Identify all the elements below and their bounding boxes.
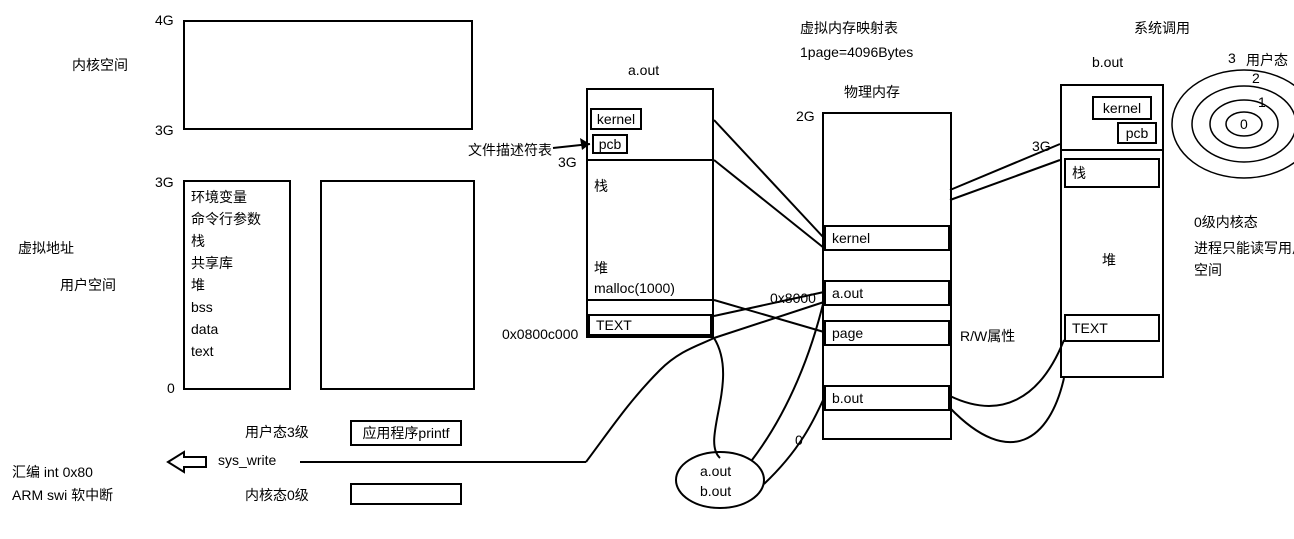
g3-userbox-label: 3G [155, 174, 174, 190]
arm-swi-label: ARM swi 软中断 [12, 485, 113, 505]
aout-title: a.out [628, 62, 659, 78]
asm-int-label: 汇编 int 0x80 [12, 462, 93, 482]
user-memory-item: 栈 [191, 230, 283, 252]
phys-zero-label: 0 [795, 432, 803, 448]
vm-map-title: 虚拟内存映射表 [800, 18, 898, 38]
kernel-box [183, 20, 473, 130]
user-space-label: 用户空间 [60, 275, 116, 295]
ring2-label: 2 [1252, 70, 1260, 86]
g4-label: 4G [155, 12, 174, 28]
app-printf-box: 应用程序printf [350, 420, 462, 446]
aout-kernel-box: kernel [590, 108, 642, 130]
ring-note1-label: 进程只能读写用户 [1194, 238, 1294, 258]
aout-text-box: TEXT [588, 314, 712, 336]
user-memory-box: 环境变量命令行参数栈共享库堆bssdatatext [183, 180, 291, 390]
phys-mem-title: 物理内存 [844, 82, 900, 102]
ring3-label: 3 [1228, 50, 1236, 66]
aout-kernel-text: kernel [597, 111, 635, 127]
phys-page-box: page [824, 320, 950, 346]
user-memory-item: 环境变量 [191, 186, 283, 208]
bout-pcb-box: pcb [1117, 122, 1157, 144]
ring-kernel-label: 0级内核态 [1194, 212, 1258, 232]
bout-kernel-box: kernel [1092, 96, 1152, 120]
phys-kernel-text: kernel [832, 230, 870, 246]
aout-g3-label: 3G [558, 154, 577, 170]
bubble-aout: a.out [700, 463, 731, 479]
zero-userbox-label: 0 [167, 380, 175, 396]
user-memory-item: 命令行参数 [191, 208, 283, 230]
bout-stack-box: 栈 [1064, 158, 1160, 188]
aout-heap-label: 堆 [594, 258, 608, 278]
aout-0x0800-label: 0x0800c000 [502, 326, 578, 342]
ring-note2-label: 空间 [1194, 260, 1222, 280]
user-memory-item: 共享库 [191, 252, 283, 274]
user-memory-items: 环境变量命令行参数栈共享库堆bssdatatext [185, 182, 289, 366]
g3-kernelbox-label: 3G [155, 122, 174, 138]
bout-kernel-text: kernel [1103, 100, 1141, 116]
aout-0x8000-label: 0x8000 [770, 290, 816, 306]
sys-write-label: sys_write [218, 452, 276, 468]
virtual-address-label: 虚拟地址 [18, 238, 74, 258]
user-level3-label: 用户态3级 [245, 422, 309, 442]
aout-text-text: TEXT [596, 317, 632, 333]
file-desc-table-label: 文件描述符表 [468, 140, 552, 160]
ring-user-label: 用户态 [1246, 50, 1288, 70]
kernel-level0-label: 内核态0级 [245, 485, 309, 505]
bout-heap-label: 堆 [1102, 250, 1116, 270]
bout-text-text: TEXT [1072, 320, 1108, 336]
aout-pcb-box: pcb [592, 134, 628, 154]
kernel0-box [350, 483, 462, 505]
phys-bout-box: b.out [824, 385, 950, 411]
user-memory-item: text [191, 340, 283, 362]
app-printf-text: 应用程序printf [362, 425, 449, 441]
syscall-title: 系统调用 [1134, 18, 1190, 38]
bubble-bout: b.out [700, 483, 731, 499]
ring0-label: 0 [1240, 116, 1248, 132]
kernel-space-label: 内核空间 [72, 55, 128, 75]
bout-g3-label: 3G [1032, 138, 1051, 154]
vm-page-size: 1page=4096Bytes [800, 44, 913, 60]
aout-malloc-label: malloc(1000) [594, 280, 675, 296]
bout-stack-text: 栈 [1072, 165, 1086, 181]
phys-kernel-box: kernel [824, 225, 950, 251]
user-memory-item: 堆 [191, 274, 283, 296]
bout-title: b.out [1092, 54, 1123, 70]
phys-aout-text: a.out [832, 285, 863, 301]
phys-bout-text: b.out [832, 390, 863, 406]
aout-stack-label: 栈 [594, 176, 608, 196]
ring1-label: 1 [1258, 94, 1266, 110]
user-memory-item: data [191, 318, 283, 340]
phys-aout-box: a.out [824, 280, 950, 306]
aout-pcb-text: pcb [599, 136, 622, 152]
bout-text-box: TEXT [1064, 314, 1160, 342]
phys-rw-label: R/W属性 [960, 326, 1015, 346]
phys-page-text: page [832, 325, 863, 341]
user-memory-item: bss [191, 296, 283, 318]
empty-box [320, 180, 475, 390]
bout-pcb-text: pcb [1126, 125, 1149, 141]
phys-2g-label: 2G [796, 108, 815, 124]
